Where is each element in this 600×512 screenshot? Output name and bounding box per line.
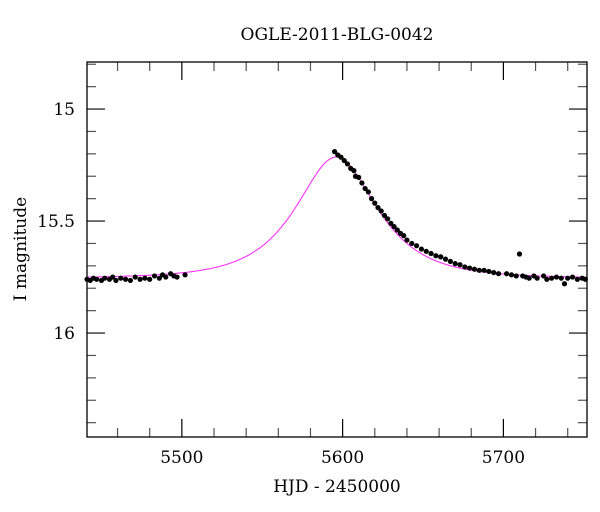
data-point [433,253,439,259]
data-point [491,269,497,276]
data-point [102,275,108,281]
data-point [540,273,547,279]
data-point [127,277,134,284]
data-point [516,251,523,257]
data-point [122,276,129,282]
y-tick-label: 15 [53,100,75,120]
data-point [385,216,391,222]
y-tick-label: 15.5 [37,212,75,232]
data-point [142,275,148,281]
data-point [156,275,162,281]
data-point [513,273,519,279]
data-point [110,274,116,280]
x-tick-label: 5600 [321,448,364,468]
data-point [569,274,576,280]
data-point [549,275,555,281]
data-point [356,174,362,180]
data-point [351,168,357,174]
data-point [442,256,449,262]
data-point [344,161,351,167]
x-tick-label: 5700 [482,448,525,468]
data-point [561,281,568,287]
data-point [428,250,434,257]
data-point [495,271,502,277]
data-point [391,224,397,230]
data-point [462,264,468,270]
data-point [565,275,571,281]
data-point [368,196,375,202]
data-point [404,237,410,243]
data-point [508,272,515,278]
data-point [413,243,420,249]
data-point [182,272,188,278]
data-point [409,240,415,247]
data-point [113,277,119,284]
data-point [457,262,463,268]
data-point [362,185,368,192]
data-point [359,180,365,186]
data-point [574,276,580,282]
plot-frame [86,61,588,438]
data-point [365,189,371,195]
data-point [372,200,378,206]
data-point [476,267,482,273]
data-point [467,265,473,271]
data-point [486,268,492,275]
data-point [338,154,344,160]
data-point [438,254,444,260]
data-point [174,274,180,280]
x-tick-label: 5500 [160,448,203,468]
data-point [118,275,124,281]
data-point [526,275,532,281]
data-point [534,275,540,281]
y-tick-label: 16 [53,324,75,344]
data-point [378,208,384,214]
data-point [401,233,407,239]
data-point [558,275,564,281]
data-point [481,267,487,273]
data-point [388,220,394,226]
data-point [452,261,458,267]
chart-title: OGLE-2011-BLG-0042 [241,25,434,45]
data-point [447,258,453,264]
data-point [132,274,138,280]
data-point [418,246,425,252]
data-point [137,276,143,282]
x-axis-label: HJD - 2450000 [273,477,401,497]
data-point [423,248,429,254]
data-point [94,276,100,282]
data-point [394,227,400,233]
data-point [163,274,169,280]
data-point [331,149,338,155]
y-axis-label: I magnitude [11,197,31,301]
model-curve [87,156,587,278]
data-point [544,276,550,282]
data-point [151,273,158,279]
data-point [471,266,478,272]
data-point [553,274,560,280]
data-point [375,205,381,211]
data-point [341,157,347,164]
data-point [504,271,510,277]
data-point [147,276,153,282]
data-point [381,212,388,219]
